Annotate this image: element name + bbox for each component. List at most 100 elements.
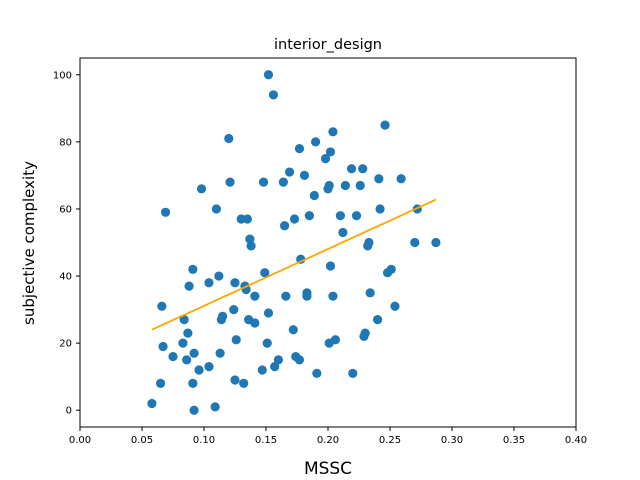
data-point (365, 288, 375, 298)
data-point (246, 241, 256, 251)
data-point (325, 147, 336, 157)
data-point (289, 214, 300, 224)
data-point (273, 355, 283, 365)
data-point (196, 184, 207, 194)
x-tick-label: 0.05 (131, 435, 153, 446)
data-point (390, 301, 400, 311)
data-point (230, 278, 240, 288)
x-tick-label: 0.30 (441, 435, 463, 446)
data-point (204, 362, 214, 372)
data-point (179, 315, 189, 325)
data-point (160, 207, 171, 217)
data-point (182, 355, 192, 365)
x-tick-label: 0.35 (503, 435, 525, 446)
data-point (157, 301, 167, 311)
data-point (188, 378, 198, 388)
data-point (375, 204, 385, 214)
data-point (312, 368, 322, 378)
x-tick-label: 0.20 (317, 435, 339, 446)
data-point (270, 362, 280, 372)
data-point (257, 365, 267, 375)
x-tick-label: 0.00 (69, 435, 91, 446)
data-point (328, 291, 338, 301)
data-point (215, 348, 225, 358)
data-point (250, 318, 260, 328)
data-point (335, 211, 345, 221)
data-point (262, 338, 272, 348)
x-tick-label: 0.25 (379, 435, 401, 446)
data-point (189, 348, 199, 358)
data-point (158, 341, 168, 352)
x-tick-label: 0.10 (193, 435, 215, 446)
y-axis-label: subjective complexity (20, 161, 38, 325)
data-point (242, 214, 252, 224)
x-axis-label: MSSC (304, 459, 352, 479)
data-point (183, 328, 193, 338)
data-point (263, 308, 274, 318)
data-point (263, 70, 274, 80)
data-point (309, 190, 319, 201)
data-point (355, 180, 365, 191)
data-point (373, 315, 383, 325)
data-point (340, 180, 350, 191)
data-point (324, 180, 334, 191)
data-point (358, 164, 368, 174)
y-tick-label: 40 (59, 272, 72, 283)
data-point (338, 227, 348, 238)
data-point (294, 355, 305, 365)
data-point (239, 378, 249, 388)
data-point (214, 271, 224, 281)
data-point (281, 291, 291, 301)
data-point (302, 291, 312, 301)
data-point (328, 127, 338, 137)
data-point (280, 221, 290, 231)
data-point (330, 335, 341, 345)
data-point (229, 304, 239, 315)
data-point (364, 237, 374, 248)
data-point (431, 237, 441, 248)
data-point (320, 154, 331, 164)
y-axis: 0 20 40 60 80 100 (53, 70, 80, 417)
plot-area (79, 57, 577, 428)
data-point (184, 281, 194, 291)
data-point (288, 325, 298, 335)
data-point (386, 264, 396, 274)
data-point (351, 211, 362, 221)
data-point (224, 133, 234, 144)
data-point (178, 338, 188, 348)
y-tick-label: 80 (59, 137, 72, 148)
y-tick-label: 60 (59, 204, 72, 215)
data-point (374, 174, 384, 184)
points-layer (147, 70, 441, 415)
x-tick-label: 0.15 (255, 435, 277, 446)
data-point (294, 143, 305, 154)
data-point (194, 365, 204, 375)
data-point (250, 291, 260, 301)
data-point (168, 351, 178, 362)
data-point (211, 204, 221, 214)
data-point (189, 405, 199, 415)
y-tick-label: 100 (53, 70, 72, 81)
data-point (346, 164, 357, 174)
data-point (204, 278, 214, 288)
fit-line (151, 198, 437, 331)
y-tick-label: 20 (59, 339, 72, 350)
data-point (348, 368, 358, 378)
data-point (284, 167, 295, 177)
data-point (268, 90, 279, 100)
data-point (325, 261, 336, 271)
fit-line-layer (151, 198, 437, 331)
data-point (380, 120, 390, 130)
data-point (299, 170, 310, 181)
data-point (210, 402, 220, 412)
data-point (147, 398, 157, 409)
data-point (278, 177, 288, 187)
data-point (231, 335, 241, 345)
chart-title: interior_design (274, 37, 382, 53)
data-point (296, 254, 306, 264)
data-point (218, 311, 228, 321)
data-point (258, 177, 269, 187)
data-point (230, 375, 240, 385)
